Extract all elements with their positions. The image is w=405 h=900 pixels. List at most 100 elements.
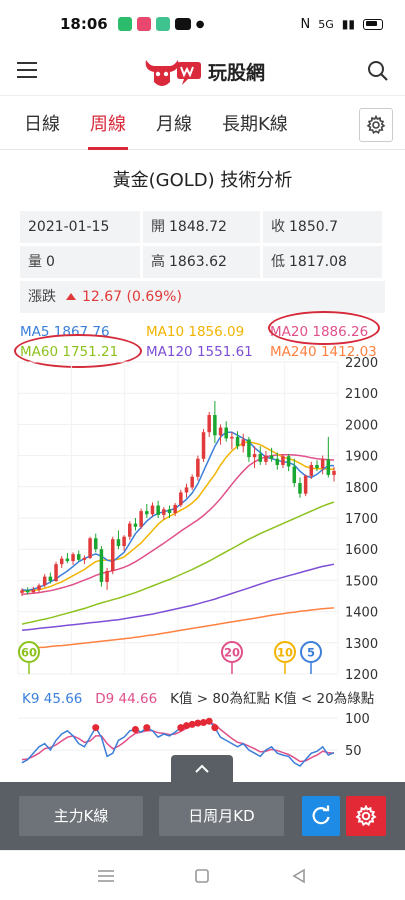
- candle-body: [71, 554, 75, 562]
- search-icon[interactable]: [367, 60, 389, 82]
- period-marker-circle: [221, 641, 243, 663]
- y-tick-label: 1700: [345, 512, 378, 527]
- app-logo[interactable]: 玩股網: [140, 54, 265, 90]
- y-tick-label: 1400: [345, 606, 378, 621]
- ma120-label: MA120 1551.61: [146, 344, 253, 360]
- kd-note: K值 > 80為紅點 K值 < 20為綠點: [170, 691, 375, 707]
- candle-body: [167, 509, 172, 514]
- candle: [264, 450, 268, 465]
- page-title: 黃金(GOLD) 技術分析: [112, 170, 293, 191]
- period-marker-label: 20: [224, 646, 240, 660]
- bull-logo-icon: [145, 59, 201, 86]
- y-tick-label: 2200: [345, 356, 378, 371]
- candle: [59, 556, 64, 568]
- k-overbought-dot: [200, 718, 208, 726]
- candle-body: [184, 487, 189, 493]
- home-icon[interactable]: [194, 868, 210, 884]
- period-marker-circle: [18, 641, 40, 663]
- candle: [71, 552, 75, 565]
- candle: [82, 555, 87, 565]
- app-notification-icon: [117, 17, 132, 31]
- annotation-circle: [268, 311, 380, 345]
- chart-settings-button[interactable]: [359, 108, 393, 142]
- tab-daily[interactable]: 日線: [24, 113, 60, 135]
- candle: [20, 588, 24, 596]
- candle-body: [275, 458, 280, 465]
- candle: [281, 454, 285, 469]
- candle: [241, 433, 245, 453]
- candle-body: [42, 576, 47, 586]
- up-arrow-icon: [66, 293, 76, 300]
- main-k-button[interactable]: 主力K線: [19, 796, 143, 836]
- refresh-button[interactable]: [302, 796, 340, 836]
- ma240-line: [21, 607, 335, 650]
- collapse-toolbar-button[interactable]: [171, 755, 233, 783]
- candle-body: [20, 590, 24, 593]
- nfc-icon: Ν: [300, 16, 311, 32]
- youtube-icon: [174, 18, 191, 30]
- y-tick-label: 1200: [345, 668, 378, 683]
- candle-body: [298, 483, 302, 494]
- volume-value: 0: [46, 254, 55, 270]
- tab-weekly[interactable]: 周線: [88, 100, 128, 150]
- candle-body: [190, 476, 194, 488]
- candle-body: [207, 415, 211, 433]
- candle: [235, 431, 240, 450]
- k-overbought-dot: [211, 724, 219, 732]
- candle-body: [173, 504, 177, 514]
- ma120-line: [21, 563, 335, 632]
- candle-body: [76, 554, 81, 560]
- candle: [150, 502, 155, 517]
- candle-body: [201, 432, 206, 459]
- candle-body: [315, 464, 319, 469]
- candle-body: [241, 439, 245, 447]
- tab-monthly[interactable]: 月線: [156, 113, 192, 135]
- annotation-circle: [14, 334, 142, 368]
- candle-body: [93, 538, 98, 550]
- y-tick-label: 2100: [345, 387, 378, 402]
- k-overbought-dot: [188, 720, 196, 728]
- low-label: 低: [271, 254, 285, 270]
- candle-body: [122, 536, 126, 547]
- toolbar-settings-button[interactable]: [346, 796, 386, 836]
- candle-body: [99, 549, 104, 582]
- candle-body: [332, 470, 336, 475]
- candle-body: [145, 511, 149, 515]
- period-marker: 10: [274, 641, 296, 674]
- ma20-line: [21, 453, 335, 596]
- candle-body: [48, 576, 53, 582]
- candle: [315, 460, 319, 472]
- y-tick-label: 2000: [345, 418, 378, 433]
- period-marker: 60: [18, 641, 40, 674]
- candle-body: [252, 454, 257, 458]
- candle: [76, 550, 81, 562]
- chevron-up-icon: [195, 764, 209, 773]
- candle: [88, 536, 92, 560]
- low-cell: 低 1817.08: [263, 246, 382, 278]
- close-label: 收: [271, 219, 285, 235]
- candle-body: [258, 454, 263, 462]
- change-label: 漲跌: [28, 289, 56, 305]
- candle-body: [111, 539, 115, 572]
- kd-button[interactable]: 日周月KD: [159, 796, 284, 836]
- candle: [31, 586, 36, 594]
- period-marker-circle: [274, 641, 296, 663]
- candle: [54, 561, 58, 582]
- close-value: 1850.7: [289, 219, 338, 235]
- candle: [230, 432, 234, 450]
- open-label: 開: [151, 219, 165, 235]
- back-icon[interactable]: [291, 868, 307, 884]
- app-notification-icon: [155, 17, 170, 31]
- menu-icon[interactable]: [17, 62, 37, 78]
- volume-label: 量: [28, 254, 42, 270]
- open-value: 1848.72: [169, 219, 227, 235]
- tab-long-term[interactable]: 長期K線: [222, 113, 288, 135]
- kd-chart[interactable]: 100 50: [0, 710, 405, 782]
- recent-apps-icon[interactable]: [97, 869, 115, 883]
- candle-body: [65, 558, 70, 562]
- k-overbought-dot: [177, 724, 185, 732]
- price-chart[interactable]: 2200 2100 2000 1900 1800 1700 1600 1500 1400 1300…: [0, 350, 405, 685]
- y-tick-label: 1500: [345, 574, 378, 589]
- high-cell: 高 1863.62: [143, 246, 260, 278]
- candle: [213, 401, 217, 444]
